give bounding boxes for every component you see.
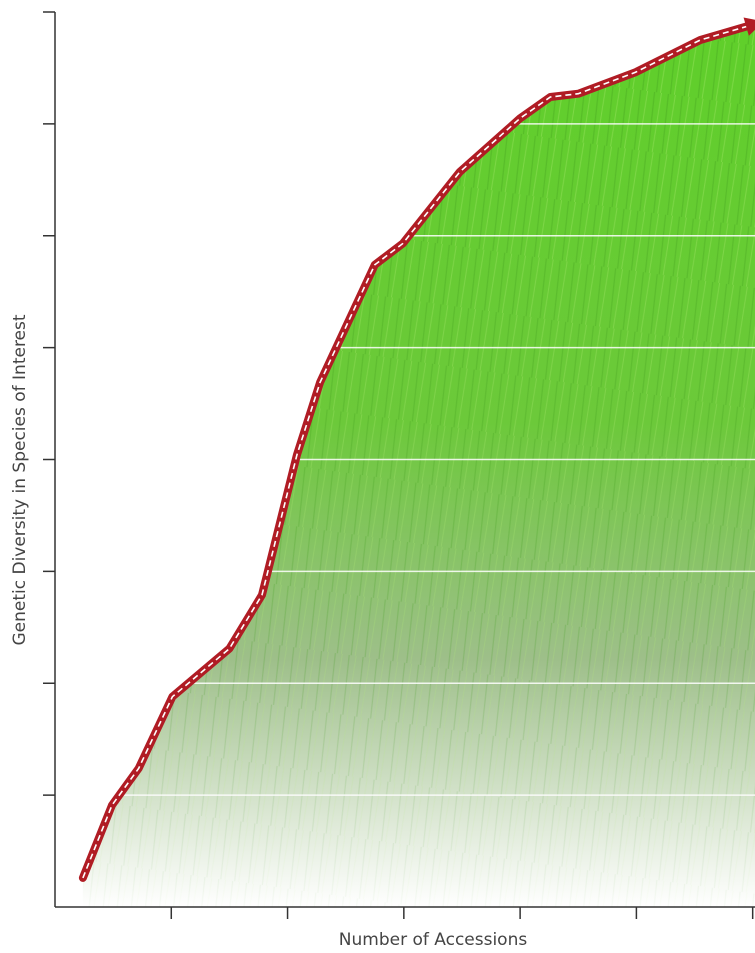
y-axis-title: Genetic Diversity in Species of Interest — [10, 314, 30, 645]
chart: Number of Accessions Genetic Diversity i… — [0, 0, 755, 953]
x-axis-title: Number of Accessions — [339, 930, 528, 950]
page: {"chart_data": {"type": "line", "xlabel"… — [0, 0, 755, 953]
